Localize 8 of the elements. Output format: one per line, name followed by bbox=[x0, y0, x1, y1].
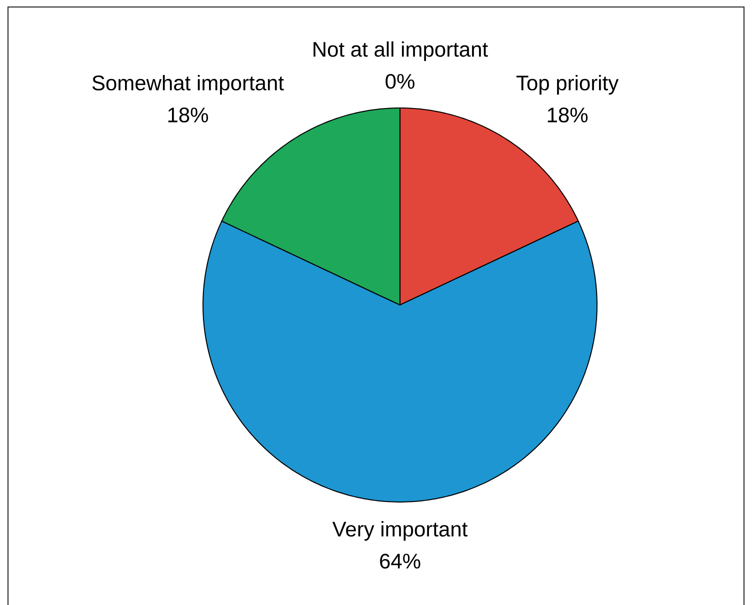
slice-label: Very important bbox=[332, 521, 468, 541]
data-label: 18% bbox=[168, 108, 208, 122]
slice-label: Somewhat important bbox=[92, 74, 284, 95]
data-label: 18% bbox=[548, 108, 588, 122]
data-label: 64% bbox=[380, 554, 420, 569]
category-label: Not at all important bbox=[314, 41, 488, 61]
text: 0% bbox=[386, 74, 414, 89]
slice-label: Top priority bbox=[516, 74, 619, 95]
